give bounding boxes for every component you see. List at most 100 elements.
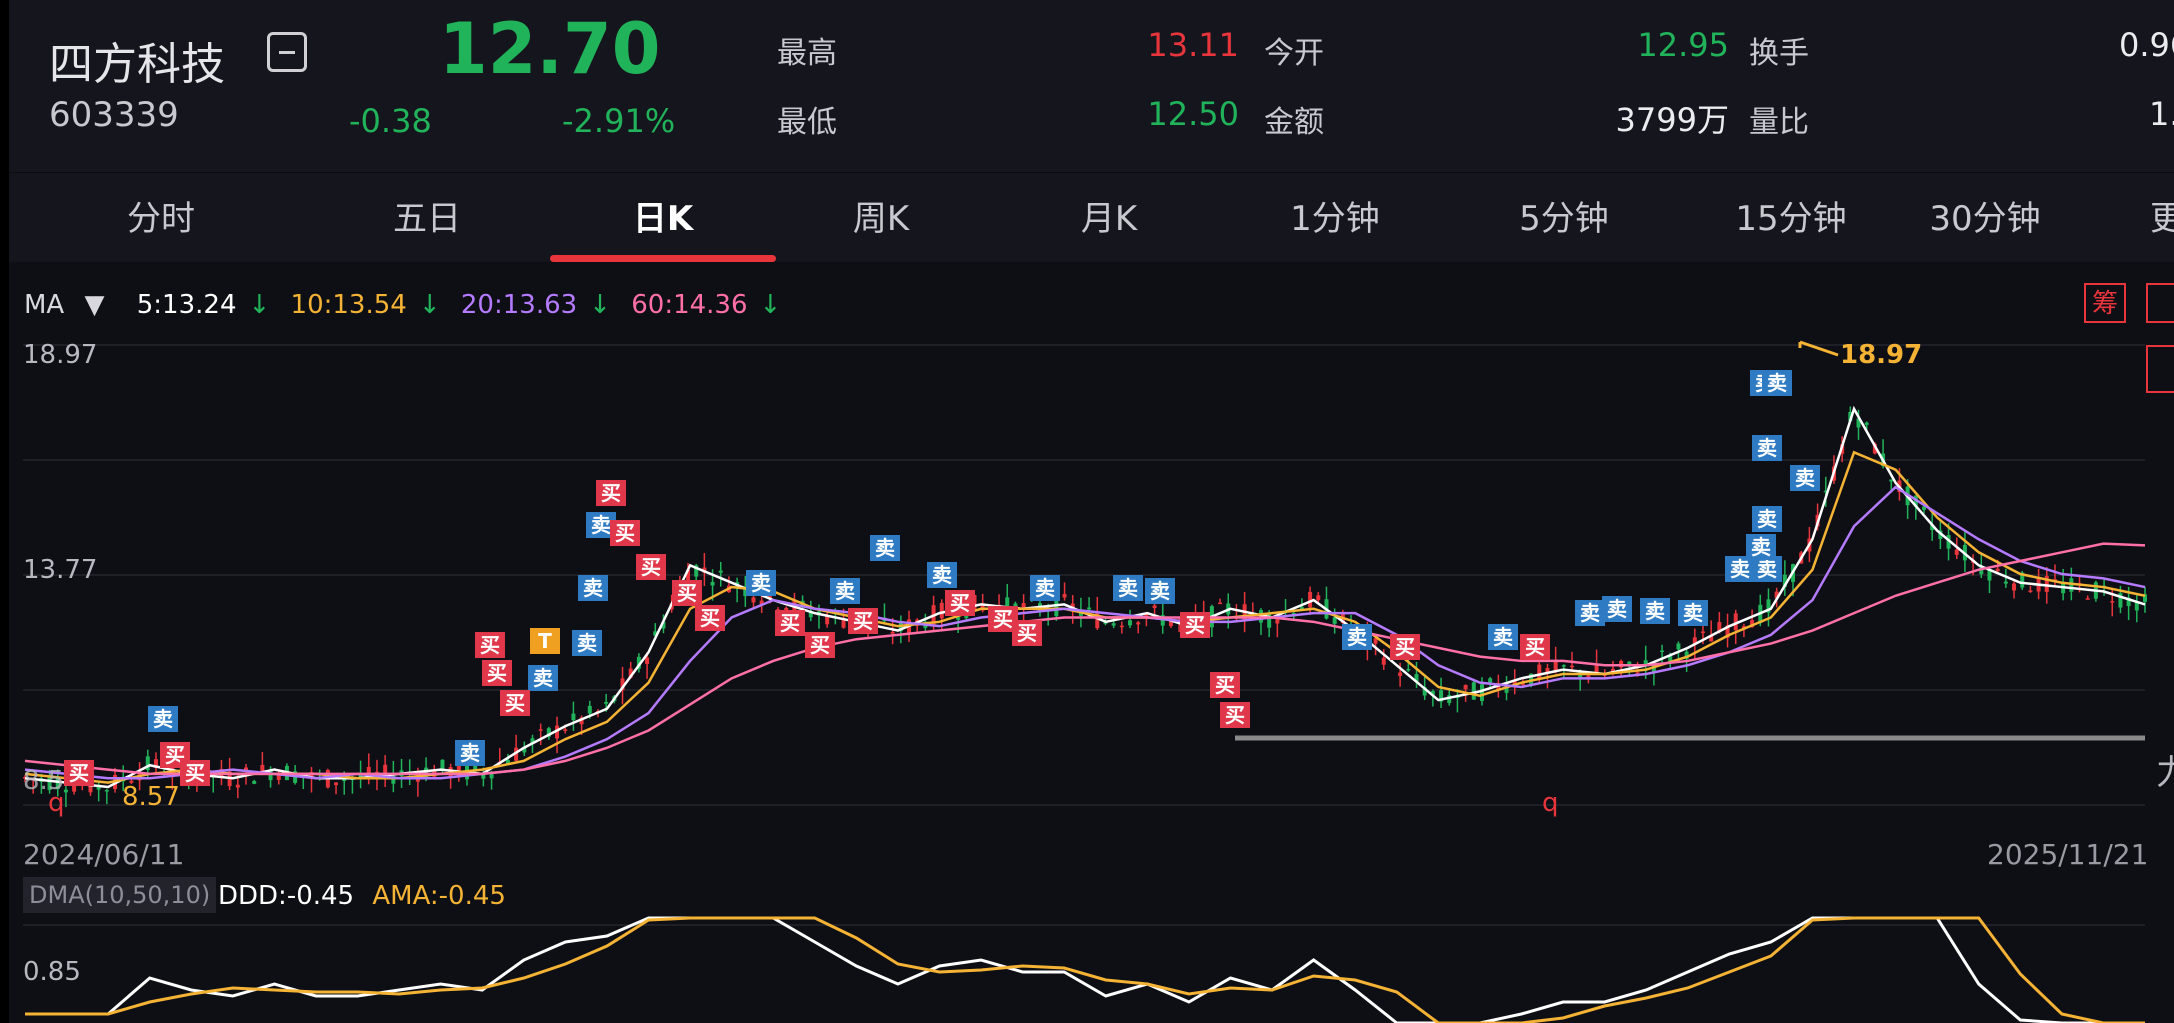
price-change-pct: -2.91% — [562, 102, 676, 140]
candle-body — [1660, 650, 1665, 653]
ma-line-ma10 — [24, 450, 2146, 784]
candle-body — [538, 729, 543, 731]
candle-body — [1692, 637, 1697, 645]
candle-body — [2012, 583, 2017, 591]
candle-body — [383, 764, 388, 775]
candle-body — [1021, 603, 1026, 609]
dma-axis-label: 0.85 — [23, 957, 81, 987]
ma20-text: 20:13.63 — [460, 290, 578, 320]
buy-signal: 买 — [695, 605, 725, 631]
candle-body — [104, 790, 109, 792]
candle-body — [334, 782, 339, 786]
ma10-value: 10:13.54 ↓ — [291, 290, 441, 320]
sell-signal: 卖 — [1145, 578, 1175, 604]
tab-five-day[interactable]: 五日 — [393, 199, 461, 239]
candle-body — [1553, 660, 1558, 672]
tab-daily-k[interactable]: 日K — [632, 199, 694, 239]
candle-body — [1398, 672, 1403, 676]
candle-body — [473, 764, 478, 772]
candle-body — [694, 565, 699, 577]
candle-body — [1610, 668, 1615, 673]
ddd-line — [25, 916, 2145, 1023]
candle-body — [1766, 599, 1771, 613]
t-signal: T — [530, 628, 560, 654]
down-arrow-icon: ↓ — [759, 290, 782, 320]
candle-body — [55, 777, 60, 790]
candle-body — [825, 615, 830, 625]
candle-body — [587, 705, 592, 714]
candle-body — [1152, 605, 1157, 609]
tab-intraday[interactable]: 分时 — [127, 199, 195, 239]
sell-signal: 卖 — [1342, 624, 1372, 650]
tab-weekly-k[interactable]: 周K — [852, 199, 910, 239]
buy-signal: 买 — [180, 760, 210, 786]
ama-line — [25, 916, 2145, 1023]
candle-body — [153, 759, 158, 768]
candle-body — [2143, 594, 2147, 602]
candle-body — [1561, 665, 1566, 667]
candle-body — [980, 603, 985, 611]
candle-body — [1316, 595, 1321, 601]
candle-body — [342, 779, 347, 782]
ma10-text: 10:13.54 — [290, 290, 407, 320]
tab-30min[interactable]: 30分钟 — [1929, 199, 2041, 239]
candle-body — [2020, 572, 2025, 588]
sell-signal: 卖 — [870, 535, 900, 561]
ama-value: AMA:-0.45 — [372, 881, 506, 911]
candle-body — [1889, 479, 1894, 482]
candle-body — [1864, 422, 1869, 425]
candle-body — [1005, 597, 1010, 612]
candle-body — [2110, 601, 2115, 603]
chip-distribution-button[interactable]: 筹 — [2084, 283, 2126, 323]
candle-body — [1987, 570, 1992, 581]
candle-body — [1529, 673, 1534, 685]
ma-lines — [24, 405, 2146, 789]
period-tabs: 分时 五日 日K 周K 月K 1分钟 5分钟 15分钟 30分钟 更 — [9, 172, 2174, 263]
low-price-annotation: 8.57 — [122, 782, 180, 812]
collapse-icon[interactable] — [267, 32, 307, 72]
candle-body — [1439, 690, 1444, 702]
candle-body — [620, 678, 625, 691]
quote-label-open: 今开 — [1264, 36, 1324, 71]
sell-signal: 卖 — [1790, 465, 1820, 491]
candle-body — [1856, 418, 1861, 428]
tab-15min[interactable]: 15分钟 — [1735, 199, 1847, 239]
side-panel-button-2[interactable] — [2146, 345, 2174, 393]
candle-body — [1299, 607, 1304, 610]
sell-signal: 卖 — [1602, 596, 1632, 622]
candle-body — [2028, 590, 2033, 593]
candle-body — [268, 770, 273, 781]
candle-body — [759, 600, 764, 605]
ma60-text: 60:14.36 — [631, 290, 748, 320]
dma-lines — [25, 916, 2145, 1023]
candle-body — [530, 738, 535, 744]
buy-signal: 买 — [1180, 612, 1210, 638]
stock-code: 603339 — [49, 95, 179, 135]
candle-body — [260, 764, 265, 772]
buy-signal: 买 — [475, 632, 505, 658]
side-panel-button[interactable] — [2146, 283, 2174, 323]
sell-signal: 卖 — [746, 570, 776, 596]
candle-body — [1930, 524, 1935, 530]
dma-indicator-label[interactable]: DMA(10,50,10) — [23, 877, 217, 913]
sell-signal: 卖 — [1725, 556, 1755, 582]
buy-signal: 买 — [482, 660, 512, 686]
candle-body — [661, 621, 666, 629]
buy-signal: 买 — [610, 520, 640, 546]
buy-signal: 买 — [596, 480, 626, 506]
candle-body — [2003, 581, 2008, 584]
chart-area[interactable] — [9, 262, 2174, 1023]
candle-body — [1267, 613, 1272, 628]
candle-body — [1381, 657, 1386, 665]
dropdown-icon: ▼ — [84, 290, 105, 320]
candle-body — [1684, 651, 1689, 659]
buy-signal: 买 — [1210, 672, 1240, 698]
ma-selector[interactable]: MA ▼ — [24, 290, 116, 320]
tab-1min[interactable]: 1分钟 — [1290, 199, 1380, 239]
quote-value-volume-ratio: 1. — [2149, 95, 2174, 133]
sell-signal: 卖 — [455, 740, 485, 766]
sell-signal: 卖 — [1762, 370, 1792, 396]
tab-more[interactable]: 更 — [2150, 199, 2174, 239]
tab-monthly-k[interactable]: 月K — [1080, 199, 1138, 239]
tab-5min[interactable]: 5分钟 — [1519, 199, 1609, 239]
